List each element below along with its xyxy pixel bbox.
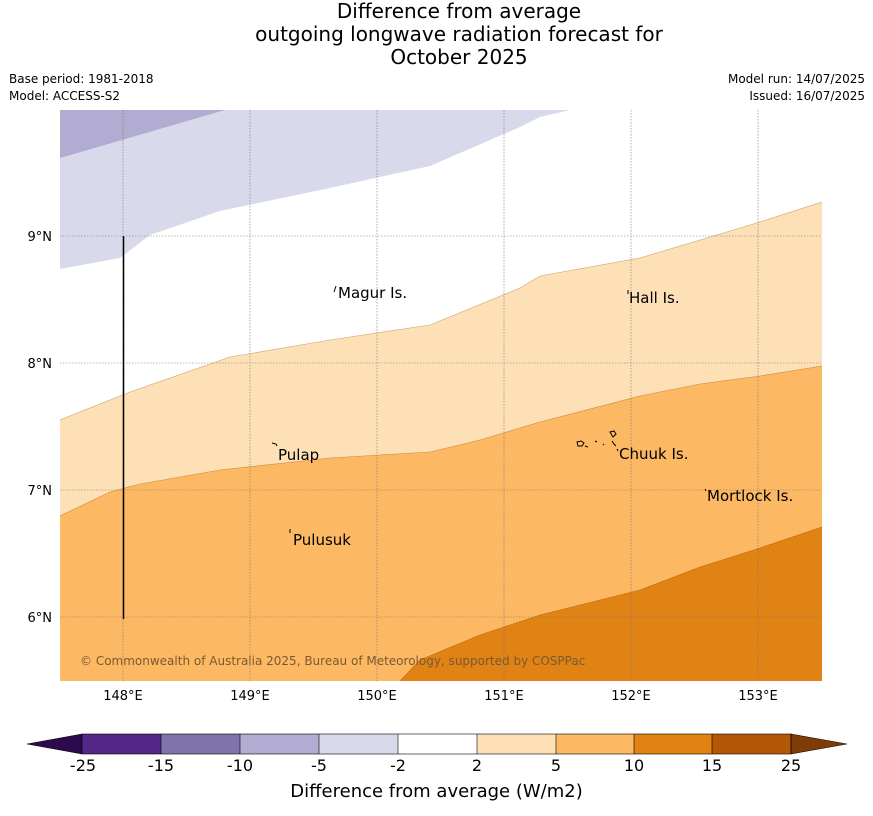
colorbar-tick: -25: [70, 756, 96, 775]
colorbar-dividers: [160, 734, 713, 754]
issued-text: Issued: 16/07/2025: [749, 89, 865, 103]
colorbar-swatch: [712, 734, 791, 754]
place-labels: Magur Is. Hall Is. Pulap Chuuk Is. Mortl…: [278, 284, 793, 549]
island-magur: [333, 285, 337, 293]
contour-line: [60, 365, 822, 517]
map-area: Magur Is. Hall Is. Pulap Chuuk Is. Mortl…: [60, 110, 822, 681]
colorbar-swatch: [82, 734, 161, 754]
colorbar-tick: -15: [148, 756, 174, 775]
contour-line: [60, 201, 822, 421]
title-line-3: October 2025: [390, 45, 528, 69]
lon-tick: 151°E: [484, 689, 524, 704]
place-label: Magur Is.: [338, 284, 407, 302]
colorbar-over-arrow: [790, 733, 848, 755]
colorbar-under-arrow: [26, 733, 83, 755]
colorbar-tick: 10: [624, 756, 644, 775]
colorbar-swatch: [477, 734, 556, 754]
colorbar-tick: 15: [702, 756, 722, 775]
colorbar-tick: -5: [311, 756, 327, 775]
latitude-tick-labels: 9°N 8°N 7°N 6°N: [28, 230, 53, 626]
colorbar-tick-labels: -25 -15 -10 -5 -2 2 5 10 15 25: [70, 756, 801, 775]
lat-tick: 6°N: [28, 611, 53, 626]
title-line-1: Difference from average: [336, 0, 582, 23]
title-line-2: outgoing longwave radiation forecast for: [255, 22, 663, 46]
contour-line: [399, 526, 822, 681]
colorbar-tick: 2: [472, 756, 482, 775]
colorbar-swatch: [398, 734, 477, 754]
colorbar-swatch: [556, 734, 634, 754]
colorbar-swatch: [634, 734, 712, 754]
model-run-text: Model run: 14/07/2025: [727, 72, 865, 86]
meta-right: Model run: 14/07/2025 Issued: 16/07/2025: [728, 71, 865, 105]
lat-tick: 9°N: [28, 230, 53, 245]
model-text: Model: ACCESS-S2: [9, 89, 121, 103]
colorbar-frame: [81, 733, 792, 755]
lat-tick: 8°N: [28, 357, 53, 372]
colorbar-tick: 5: [551, 756, 561, 775]
lon-tick: 148°E: [103, 689, 143, 704]
colorbar-label: Difference from average (W/m2): [290, 781, 583, 802]
place-label: Chuuk Is.: [619, 445, 688, 463]
colorbar: -25 -15 -10 -5 -2 2 5 10 15 25: [26, 733, 848, 775]
colorbar-swatch: [161, 734, 240, 754]
copyright-text: © Commonwealth of Australia 2025, Bureau…: [80, 654, 585, 668]
lat-tick: 7°N: [28, 484, 53, 499]
place-label: Mortlock Is.: [707, 487, 793, 505]
chart-title: Difference from average outgoing longwav…: [0, 0, 873, 69]
band-neg5-neg2: [60, 110, 570, 269]
island-chuuk: [576, 430, 619, 452]
colorbar-tick: 25: [781, 756, 801, 775]
place-label: Hall Is.: [629, 289, 680, 307]
band-neg10-neg5: [60, 110, 225, 158]
colorbar-tick: -10: [227, 756, 253, 775]
lon-tick: 153°E: [738, 689, 778, 704]
island-outlines: [271, 285, 707, 533]
lon-tick: 150°E: [357, 689, 397, 704]
lon-tick: 152°E: [611, 689, 651, 704]
colorbar-tick: -2: [390, 756, 406, 775]
longitude-tick-labels: 148°E 149°E 150°E 151°E 152°E 153°E: [103, 689, 778, 704]
island-pulap: [271, 442, 278, 447]
colorbar-swatch: [319, 734, 398, 754]
place-label: Pulap: [278, 446, 319, 464]
base-period-text: Base period: 1981-2018: [9, 72, 154, 86]
colorbar-swatch: [240, 734, 319, 754]
lon-tick: 149°E: [230, 689, 270, 704]
meta-left: Base period: 1981-2018 Model: ACCESS-S2: [9, 71, 154, 105]
place-label: Pulusuk: [293, 531, 351, 549]
island-mortlock: [704, 488, 707, 492]
